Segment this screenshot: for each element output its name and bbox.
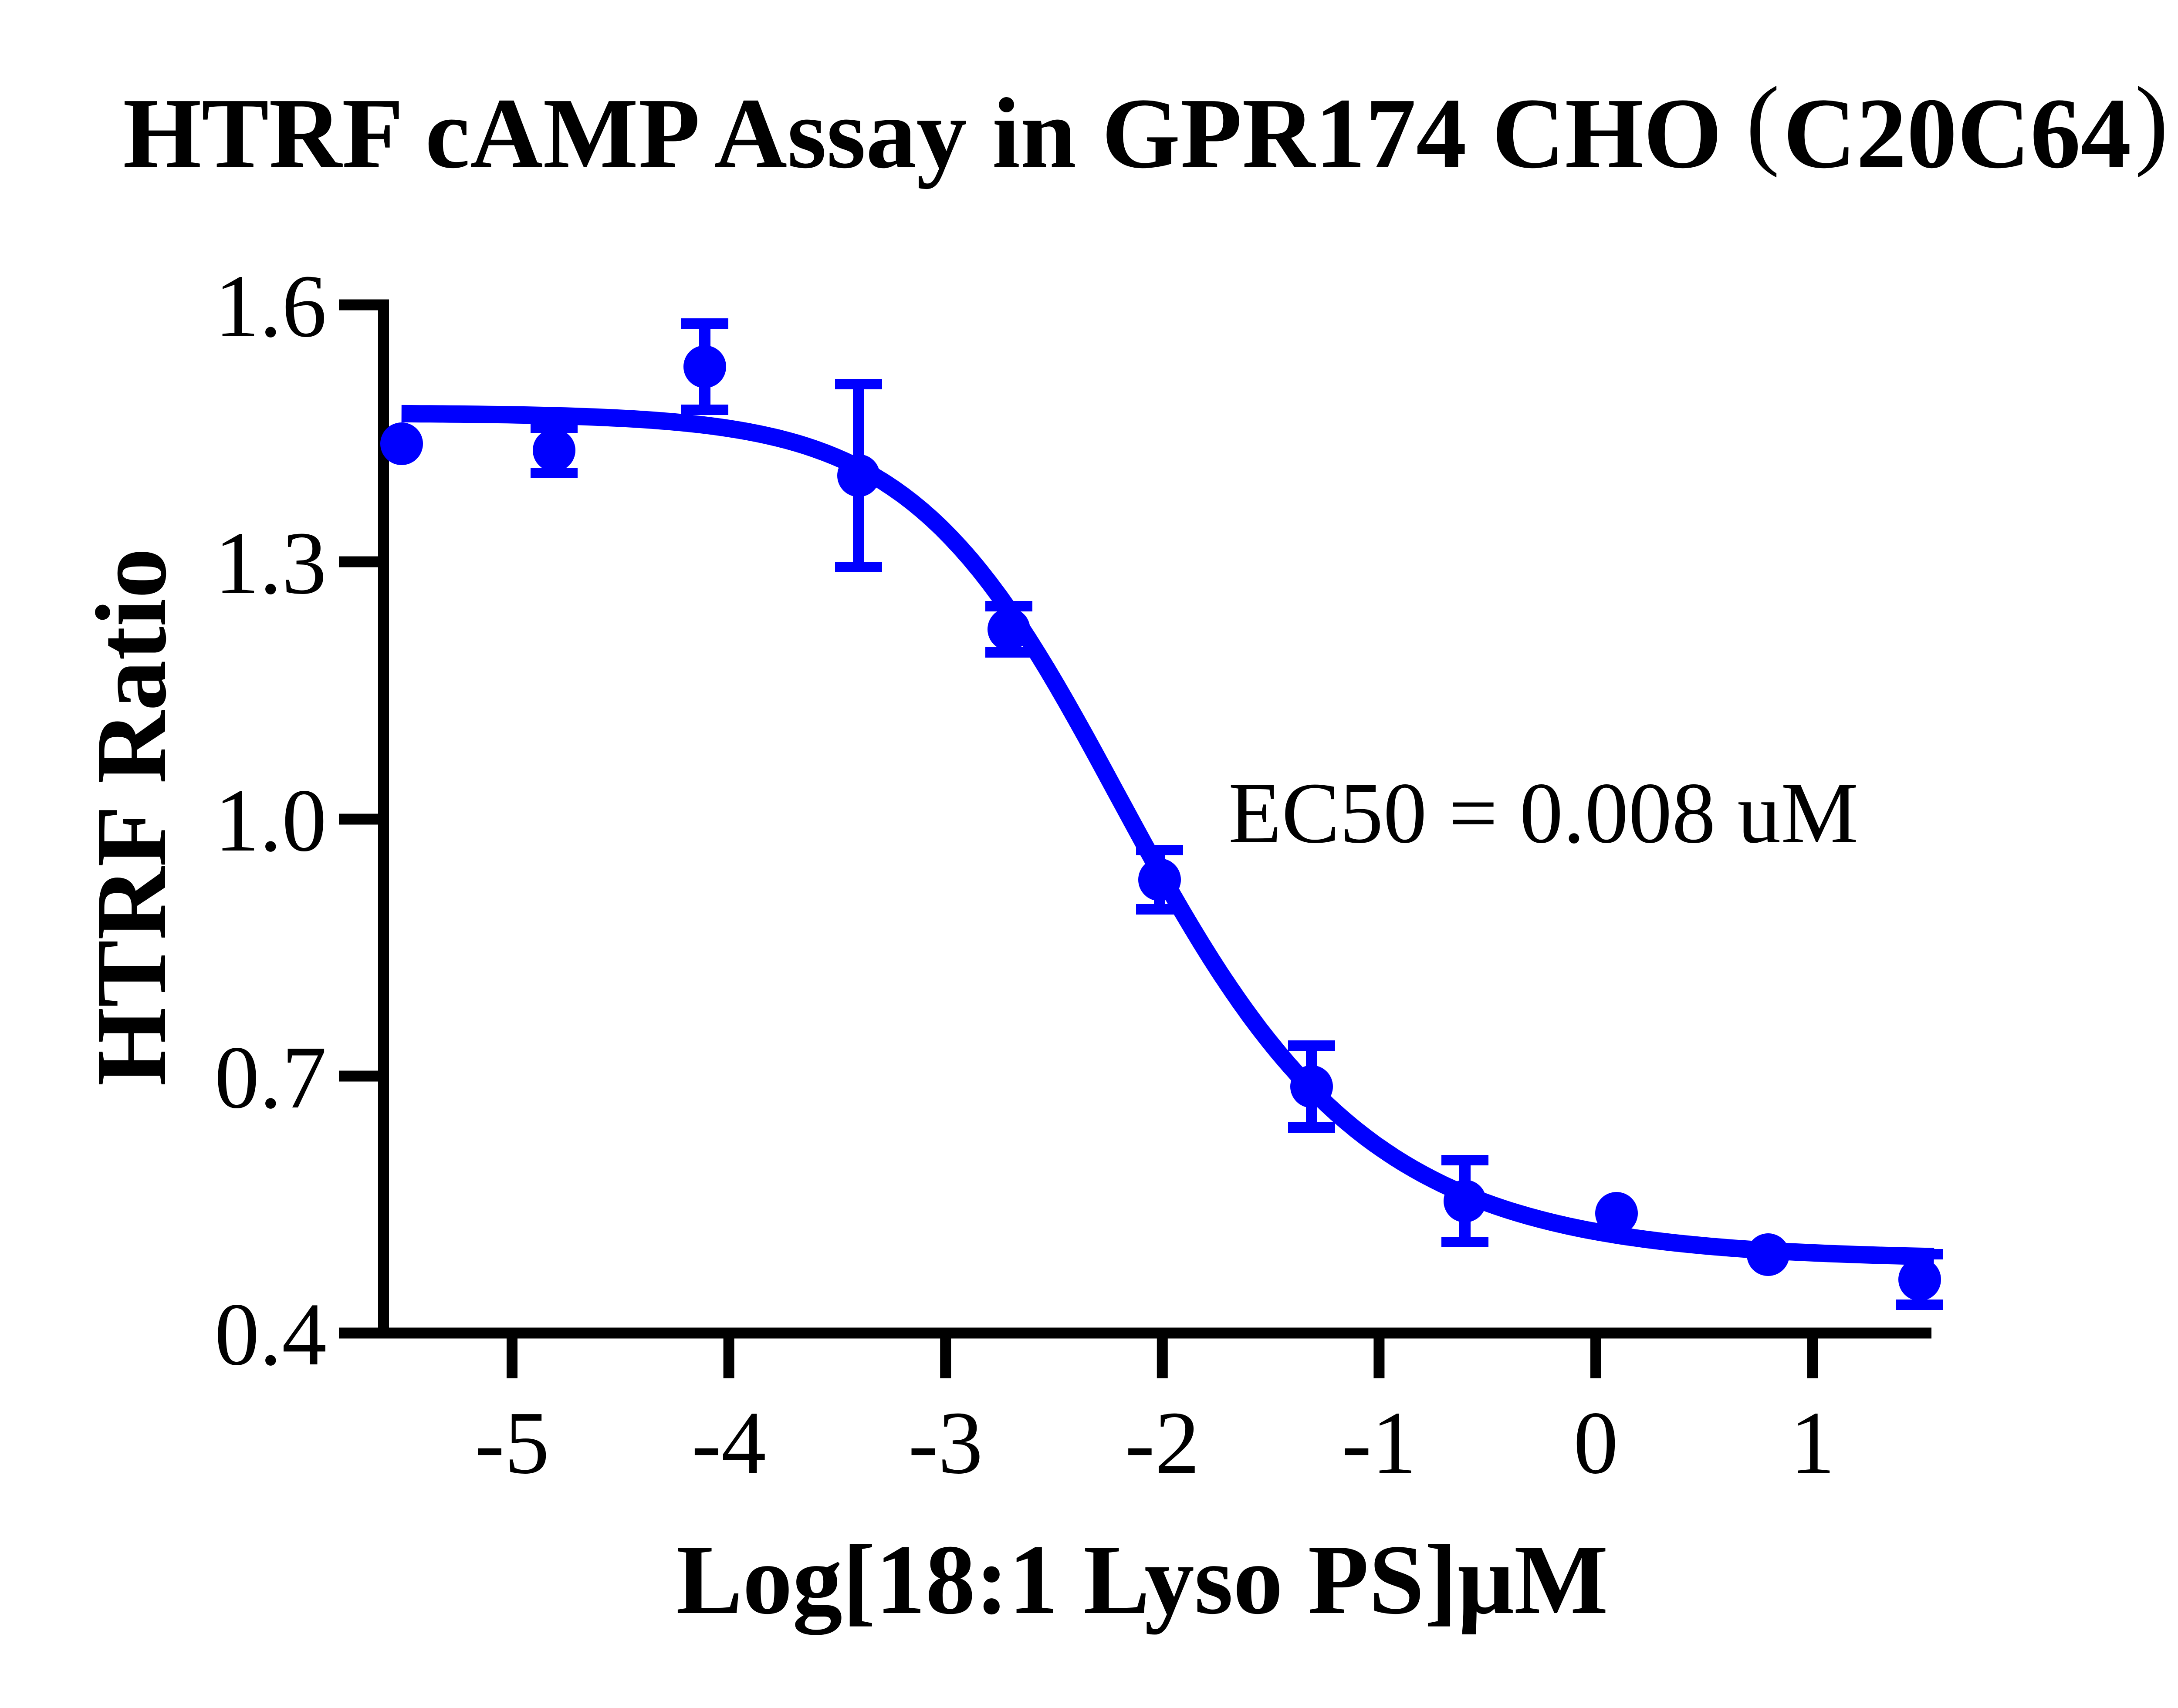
svg-text:1.0: 1.0	[215, 770, 327, 870]
svg-text:-3: -3	[908, 1393, 983, 1492]
svg-text:HTRF Ratio: HTRF Ratio	[75, 548, 187, 1086]
svg-text:1: 1	[1790, 1393, 1835, 1492]
svg-text:Log[18:1 Lyso PS]μM: Log[18:1 Lyso PS]μM	[676, 1524, 1608, 1635]
svg-text:0.4: 0.4	[215, 1284, 327, 1384]
svg-text:-1: -1	[1342, 1393, 1417, 1492]
svg-text:0.7: 0.7	[215, 1027, 327, 1127]
svg-text:-2: -2	[1125, 1393, 1200, 1492]
svg-text:-4: -4	[691, 1393, 766, 1492]
svg-text:1.3: 1.3	[215, 513, 327, 613]
svg-text:-5: -5	[475, 1393, 550, 1492]
svg-text:HTRF cAMP Assay in GPR174 CHO(: HTRF cAMP Assay in GPR174 CHO (C20C64)	[123, 66, 2168, 189]
svg-text:1.6: 1.6	[215, 256, 327, 356]
svg-text:EC50 = 0.008 uM: EC50 = 0.008 uM	[1228, 765, 1858, 861]
svg-text:0: 0	[1573, 1393, 1618, 1492]
